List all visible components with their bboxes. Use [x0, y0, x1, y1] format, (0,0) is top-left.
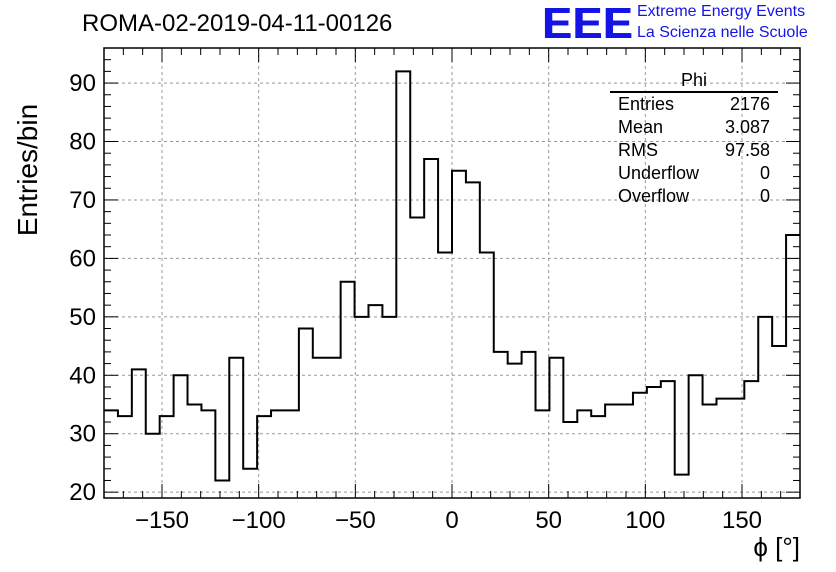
histogram-bin	[675, 475, 689, 498]
histogram-bin	[118, 416, 132, 498]
histogram-bin	[772, 346, 786, 498]
histogram-series	[104, 70, 800, 482]
stats-row-rms: RMS 97.58	[610, 139, 778, 162]
x-tick-label: −150	[135, 507, 189, 534]
histogram-bin	[619, 404, 633, 498]
stats-label: Mean	[618, 117, 664, 137]
histogram-bin	[229, 358, 243, 498]
histogram-bin	[188, 404, 202, 498]
histogram-bin	[563, 422, 577, 498]
stats-label: Entries	[618, 94, 675, 114]
stats-value: 2176	[729, 94, 770, 114]
histogram-bin	[285, 410, 299, 498]
histogram-bin	[689, 375, 703, 498]
histogram-bin	[243, 469, 257, 498]
histogram-bin	[452, 171, 466, 498]
y-tick-label: 40	[69, 362, 96, 389]
logo-caption-line2: La Scienza nelle Scuole	[637, 24, 808, 41]
y-tick-label: 50	[69, 304, 96, 331]
histogram-bin	[591, 416, 605, 498]
y-tick-label: 90	[69, 70, 96, 97]
histogram-bin	[341, 282, 355, 498]
histogram-bin	[299, 329, 313, 498]
x-axis-title: ϕ [°]	[753, 532, 800, 562]
histogram-bin	[368, 305, 382, 498]
x-tick-label: 50	[535, 507, 562, 534]
stats-box: Phi Entries 2176 Mean 3.087 RMS 97.58 Un…	[610, 69, 778, 208]
stats-value: 3.087	[724, 117, 770, 137]
histogram-bin	[494, 352, 508, 498]
stats-row-mean: Mean 3.087	[610, 116, 778, 139]
histogram-bin	[271, 410, 285, 498]
y-tick-label: 20	[69, 479, 96, 506]
run-title: ROMA-02-2019-04-11-00126	[82, 10, 393, 37]
histogram-bin	[661, 381, 675, 498]
stats-label: RMS	[618, 140, 658, 160]
histogram-bin	[313, 358, 327, 498]
histogram-bin	[536, 410, 550, 498]
stats-label: Overflow	[618, 186, 690, 206]
y-tick-label: 60	[69, 245, 96, 272]
histogram-bin	[744, 381, 758, 498]
histogram-bin	[522, 352, 536, 498]
histogram-bin	[466, 182, 480, 498]
histogram-bin	[201, 410, 215, 498]
histogram-bin	[215, 480, 229, 498]
y-tick-label: 80	[69, 129, 96, 156]
histogram-bin	[174, 375, 188, 498]
stats-value: 0	[759, 186, 770, 206]
histogram-bin	[758, 317, 772, 498]
stats-row-overflow: Overflow 0	[610, 185, 778, 208]
stats-label: Underflow	[618, 163, 700, 183]
histogram-bin	[355, 317, 369, 498]
histogram-bin	[132, 369, 146, 498]
histogram-bin	[257, 416, 271, 498]
histogram-bin	[508, 364, 522, 498]
x-tick-label: 0	[445, 507, 458, 534]
x-tick-label: −50	[335, 507, 376, 534]
stats-value: 97.58	[724, 140, 770, 160]
histogram-bin	[104, 410, 118, 498]
y-tick-label: 30	[69, 421, 96, 448]
eee-logo: EEE	[542, 0, 634, 48]
y-axis-title-wrap: Entries/bin	[8, 104, 48, 236]
histogram-bin	[703, 404, 717, 498]
histogram-bin	[410, 217, 424, 498]
x-tick-label: 100	[625, 507, 665, 534]
histogram-bin	[382, 317, 396, 498]
x-tick-label: −100	[232, 507, 286, 534]
stats-title: Phi	[610, 69, 778, 93]
stats-row-entries: Entries 2176	[610, 93, 778, 116]
histogram-bin	[647, 387, 661, 498]
histogram-bin	[549, 358, 563, 498]
y-tick-label: 70	[69, 187, 96, 214]
logo-caption-line1: Extreme Energy Events	[637, 3, 806, 20]
x-tick-label: 150	[722, 507, 762, 534]
histogram-bin	[786, 235, 800, 498]
histogram-bin	[730, 399, 744, 498]
histogram-bin	[633, 393, 647, 498]
stats-value: 0	[759, 163, 770, 183]
histogram-bin	[146, 434, 160, 498]
histogram-bin	[577, 410, 591, 498]
stats-row-underflow: Underflow 0	[610, 162, 778, 185]
histogram-bin	[424, 159, 438, 498]
histogram-bin	[605, 404, 619, 498]
histogram-bin	[716, 399, 730, 498]
histogram-bin	[327, 358, 341, 498]
histogram-bin	[480, 253, 494, 498]
y-axis-title: Entries/bin	[12, 103, 43, 237]
